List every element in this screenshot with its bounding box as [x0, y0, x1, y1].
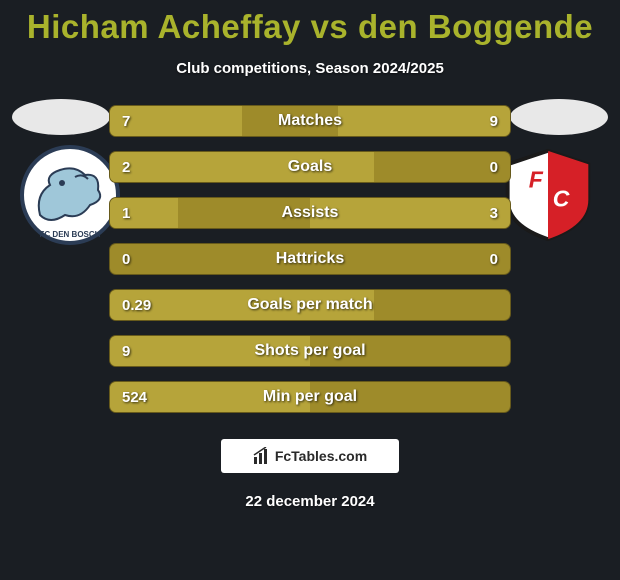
stat-label: Matches: [110, 112, 510, 130]
stat-label: Goals: [110, 158, 510, 176]
stat-row: 1Assists3: [109, 197, 511, 229]
stat-row: 9Shots per goal: [109, 335, 511, 367]
fc-utrecht-icon: F C: [500, 147, 596, 243]
stat-row: 524Min per goal: [109, 381, 511, 413]
stat-label: Min per goal: [110, 388, 510, 406]
stat-row: 0Hattricks0: [109, 243, 511, 275]
svg-text:F: F: [529, 166, 544, 192]
page-title: Hicham Acheffay vs den Boggende: [0, 0, 620, 46]
footer-brand[interactable]: FcTables.com: [221, 439, 399, 473]
stat-rows: 7Matches92Goals01Assists30Hattricks00.29…: [109, 105, 511, 413]
stat-label: Goals per match: [110, 296, 510, 314]
comparison-arena: FC DEN BOSCH F C 7Matches9 2Goals0 1Assist…: [0, 105, 620, 413]
stat-value-right: 0: [490, 251, 498, 268]
chart-icon: [253, 447, 271, 465]
stat-label: Hattricks: [110, 250, 510, 268]
team-badge-left: FC DEN BOSCH: [20, 145, 120, 245]
stat-label: Shots per goal: [110, 342, 510, 360]
stat-value-right: 9: [490, 113, 498, 130]
stat-label: Assists: [110, 204, 510, 222]
footer-brand-text: FcTables.com: [275, 448, 367, 464]
stat-value-right: 3: [490, 205, 498, 222]
report-date: 22 december 2024: [0, 493, 620, 510]
svg-text:C: C: [553, 186, 570, 212]
stat-row: 0.29Goals per match: [109, 289, 511, 321]
player-highlight-oval-right: [510, 99, 608, 135]
stat-row: 2Goals0: [109, 151, 511, 183]
stat-row: 7Matches9: [109, 105, 511, 137]
player-highlight-oval-left: [12, 99, 110, 135]
fc-den-bosch-icon: FC DEN BOSCH: [20, 145, 120, 245]
stat-value-right: 0: [490, 159, 498, 176]
svg-text:FC DEN BOSCH: FC DEN BOSCH: [40, 230, 101, 239]
team-badge-right: F C: [498, 145, 598, 245]
subtitle: Club competitions, Season 2024/2025: [0, 60, 620, 77]
